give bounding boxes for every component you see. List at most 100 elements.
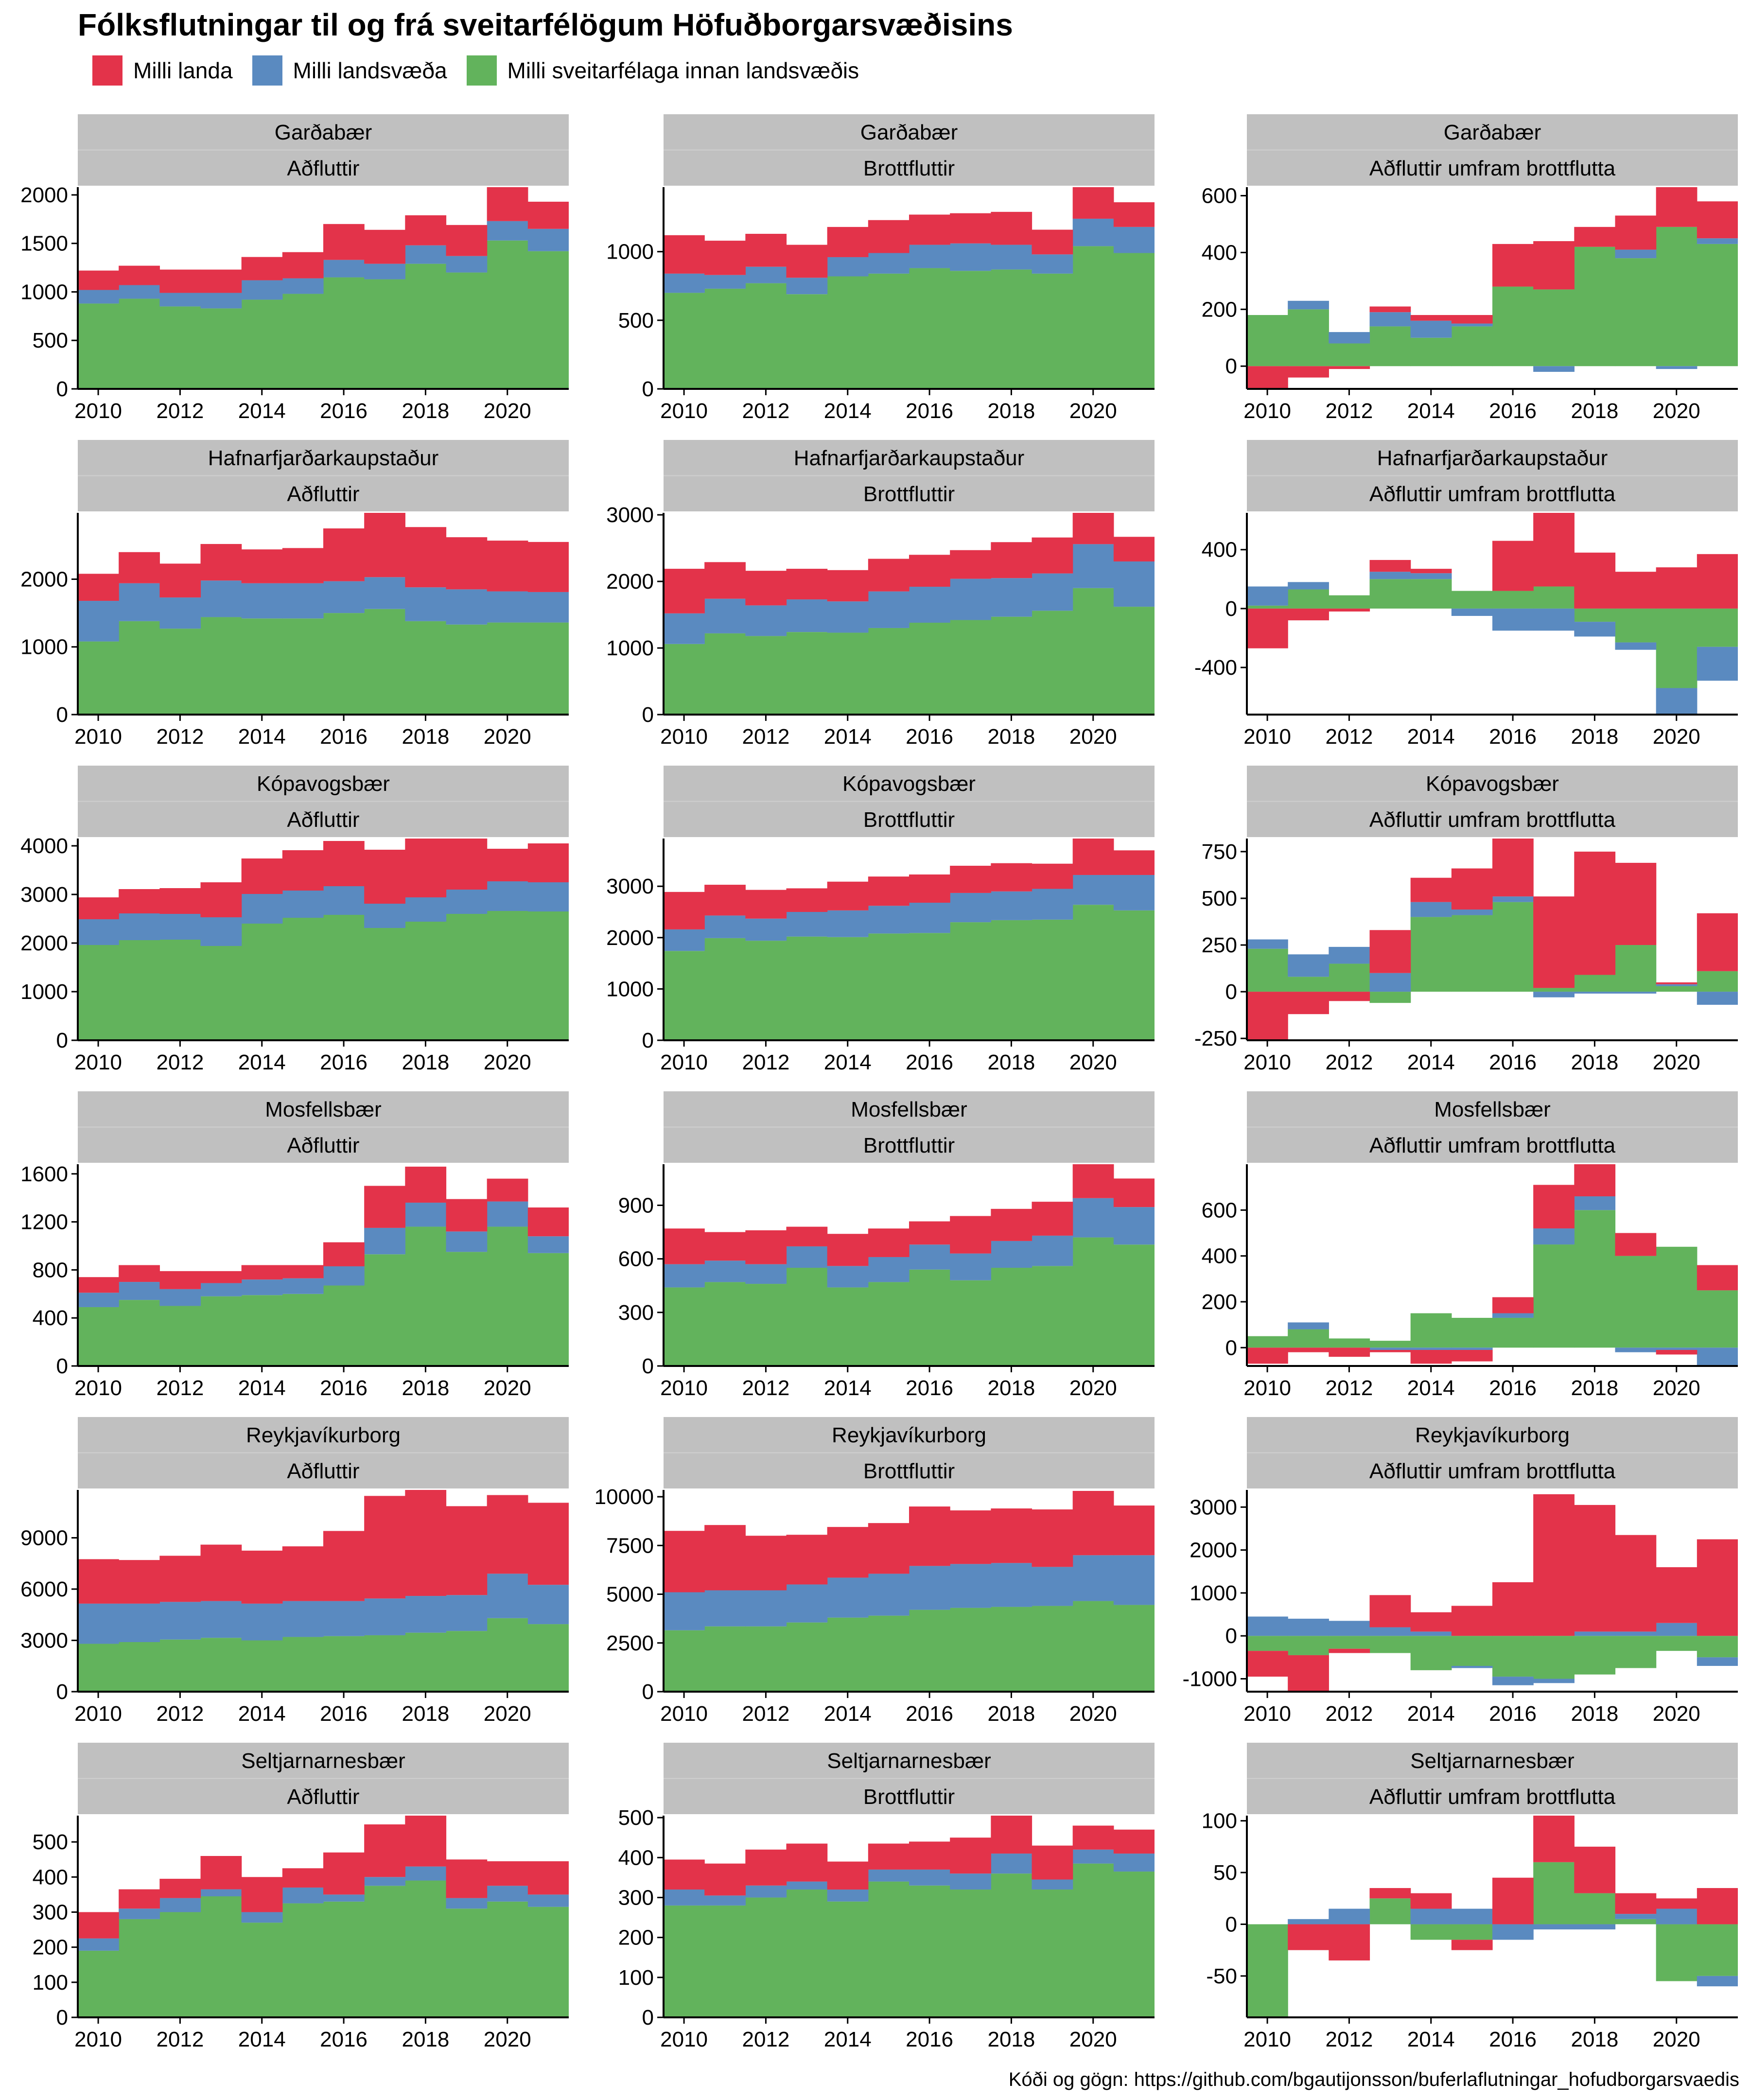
area-segment-milli-sveitarfelaga-innan-landsvaedis-2016 (909, 933, 950, 1040)
area-segment-milli-landsvaeda-2017 (364, 1598, 405, 1635)
area-segment-milli-landsvaeda-2014 (827, 1890, 869, 1902)
area-segment-milli-landsvaeda-2019 (446, 256, 488, 273)
panel-plot-area (78, 1166, 569, 1366)
x-tick-label: 2020 (1653, 725, 1700, 749)
area-segment-milli-landsvaeda-2019 (1032, 1235, 1073, 1266)
area-segment-milli-sveitarfelaga-innan-landsvaedis-2013 (786, 936, 828, 1040)
area-segment-milli-landa-2016 (323, 224, 365, 260)
area-segment-milli-landsvaeda-2013 (200, 293, 242, 309)
area-segment-milli-landsvaeda-2010 (1247, 1616, 1288, 1636)
area-segment-milli-landa-2011 (119, 889, 160, 913)
area-segment-milli-landsvaeda-2014 (1410, 1908, 1452, 1925)
panel-plot-area (1247, 1494, 1738, 1692)
x-tick-label: 2014 (238, 1376, 286, 1400)
area-segment-milli-landa-2020 (487, 1178, 528, 1202)
area-segment-milli-sveitarfelaga-innan-landsvaedis-2021 (1697, 1924, 1738, 1976)
area-segment-milli-landsvaeda-2010 (78, 601, 119, 642)
area-segment-milli-landa-2020 (487, 849, 528, 881)
area-segment-milli-landsvaeda-2015 (1451, 910, 1493, 915)
area-segment-milli-sveitarfelaga-innan-landsvaedis-2016 (323, 915, 365, 1040)
x-tick-label: 2010 (1243, 2028, 1291, 2051)
area-segment-milli-landa-2011 (1288, 1655, 1329, 1692)
area-segment-milli-sveitarfelaga-innan-landsvaedis-2012 (1329, 1636, 1370, 1649)
area-segment-milli-sveitarfelaga-innan-landsvaedis-2019 (1032, 1890, 1073, 2017)
x-tick-label: 2010 (660, 2028, 708, 2051)
y-tick-label: 0 (642, 2006, 654, 2030)
area-segment-milli-landa-2016 (1492, 839, 1534, 897)
area-segment-milli-landa-2012 (1329, 608, 1370, 612)
area-segment-milli-landa-2016 (323, 528, 365, 581)
area-segment-milli-sveitarfelaga-innan-landsvaedis-2019 (1615, 608, 1657, 643)
area-segment-milli-landsvaeda-2021 (1113, 561, 1155, 607)
panel-strip-measure: Aðfluttir umfram brottflutta (1369, 1459, 1616, 1483)
area-segment-milli-landa-2019 (446, 537, 488, 590)
area-segment-milli-landsvaeda-2020 (487, 1574, 528, 1618)
area-segment-milli-sveitarfelaga-innan-landsvaedis-2021 (1113, 253, 1155, 389)
area-segment-milli-landa-2018 (1574, 552, 1616, 609)
area-segment-milli-landa-2021 (1697, 1539, 1738, 1636)
panel-plot-area (1247, 1816, 1738, 2017)
area-segment-milli-landsvaeda-2019 (1615, 1348, 1657, 1352)
area-segment-milli-landsvaeda-2016 (1492, 608, 1534, 631)
area-segment-milli-landa-2013 (786, 1226, 828, 1246)
area-segment-milli-landsvaeda-2017 (1533, 608, 1575, 631)
area-segment-milli-sveitarfelaga-innan-landsvaedis-2020 (1072, 1601, 1114, 1692)
area-segment-milli-landsvaeda-2011 (1288, 582, 1329, 590)
area-segment-milli-sveitarfelaga-innan-landsvaedis-2012 (1329, 1338, 1370, 1348)
x-tick-label: 2012 (742, 1376, 789, 1400)
area-segment-milli-landsvaeda-2014 (1410, 1631, 1452, 1636)
area-segment-milli-landsvaeda-2014 (827, 601, 869, 633)
area-segment-milli-sveitarfelaga-innan-landsvaedis-2021 (1113, 607, 1155, 715)
area-segment-milli-sveitarfelaga-innan-landsvaedis-2011 (704, 938, 746, 1040)
area-segment-milli-landa-2021 (1113, 1178, 1155, 1208)
area-segment-milli-landa-2010 (1247, 1651, 1288, 1677)
x-tick-label: 2016 (906, 1702, 953, 1726)
area-segment-milli-landsvaeda-2010 (664, 1592, 705, 1630)
area-segment-milli-sveitarfelaga-innan-landsvaedis-2016 (909, 268, 950, 389)
area-segment-milli-landsvaeda-2013 (1369, 572, 1411, 579)
area-segment-milli-landsvaeda-2013 (200, 1283, 242, 1296)
area-segment-milli-sveitarfelaga-innan-landsvaedis-2011 (1288, 1329, 1329, 1348)
x-tick-label: 2020 (484, 399, 531, 423)
x-tick-label: 2014 (1407, 1376, 1455, 1400)
area-segment-milli-landa-2018 (1574, 1846, 1616, 1893)
area-segment-milli-sveitarfelaga-innan-landsvaedis-2019 (1032, 1266, 1073, 1366)
area-segment-milli-landsvaeda-2017 (950, 892, 991, 923)
y-tick-label: -400 (1194, 656, 1237, 680)
area-segment-milli-landsvaeda-2018 (405, 587, 447, 621)
area-segment-milli-sveitarfelaga-innan-landsvaedis-2015 (1451, 1924, 1493, 1940)
area-segment-milli-landa-2019 (1615, 572, 1657, 609)
area-segment-milli-sveitarfelaga-innan-landsvaedis-2021 (527, 251, 569, 389)
x-tick-label: 2020 (1069, 725, 1117, 749)
area-segment-milli-landsvaeda-2020 (1072, 1849, 1114, 1864)
area-segment-milli-landsvaeda-2013 (786, 1246, 828, 1268)
area-segment-milli-landa-2012 (745, 1230, 787, 1264)
area-segment-milli-landa-2010 (78, 1912, 119, 1939)
area-segment-milli-sveitarfelaga-innan-landsvaedis-2016 (1492, 1636, 1534, 1677)
x-tick-label: 2016 (320, 1376, 368, 1400)
x-tick-label: 2010 (74, 1376, 122, 1400)
area-segment-milli-landsvaeda-2014 (241, 1603, 283, 1641)
panel-kopavogsbaer-brottfluttir: Kópavogsbær Brottfluttir 0 1000 2000 3000 2010… (606, 766, 1155, 1074)
area-segment-milli-landsvaeda-2010 (78, 1603, 119, 1644)
area-segment-milli-landa-2012 (745, 233, 787, 267)
area-segment-milli-sveitarfelaga-innan-landsvaedis-2019 (1615, 945, 1657, 992)
panel-strip-measure: Aðfluttir umfram brottflutta (1369, 482, 1616, 506)
area-segment-milli-landa-2021 (527, 1861, 569, 1895)
area-segment-milli-landa-2019 (1032, 1509, 1073, 1567)
area-segment-milli-landa-2021 (527, 1207, 569, 1237)
y-tick-label: 1000 (20, 280, 68, 304)
area-segment-milli-sveitarfelaga-innan-landsvaedis-2017 (1533, 1244, 1575, 1348)
area-segment-milli-landsvaeda-2018 (1574, 1196, 1616, 1210)
area-segment-milli-landa-2017 (950, 1510, 991, 1564)
area-segment-milli-sveitarfelaga-innan-landsvaedis-2015 (868, 1282, 910, 1366)
area-segment-milli-sveitarfelaga-innan-landsvaedis-2015 (868, 273, 910, 389)
area-segment-milli-sveitarfelaga-innan-landsvaedis-2020 (1072, 1863, 1114, 2017)
area-segment-milli-sveitarfelaga-innan-landsvaedis-2017 (364, 1886, 405, 2017)
area-segment-milli-landsvaeda-2021 (1697, 992, 1738, 1005)
area-segment-milli-sveitarfelaga-innan-landsvaedis-2020 (1072, 1237, 1114, 1366)
y-tick-label: 200 (1202, 298, 1237, 321)
area-segment-milli-landsvaeda-2017 (1533, 992, 1575, 998)
area-segment-milli-landsvaeda-2017 (364, 577, 405, 609)
area-segment-milli-landsvaeda-2020 (1072, 875, 1114, 905)
